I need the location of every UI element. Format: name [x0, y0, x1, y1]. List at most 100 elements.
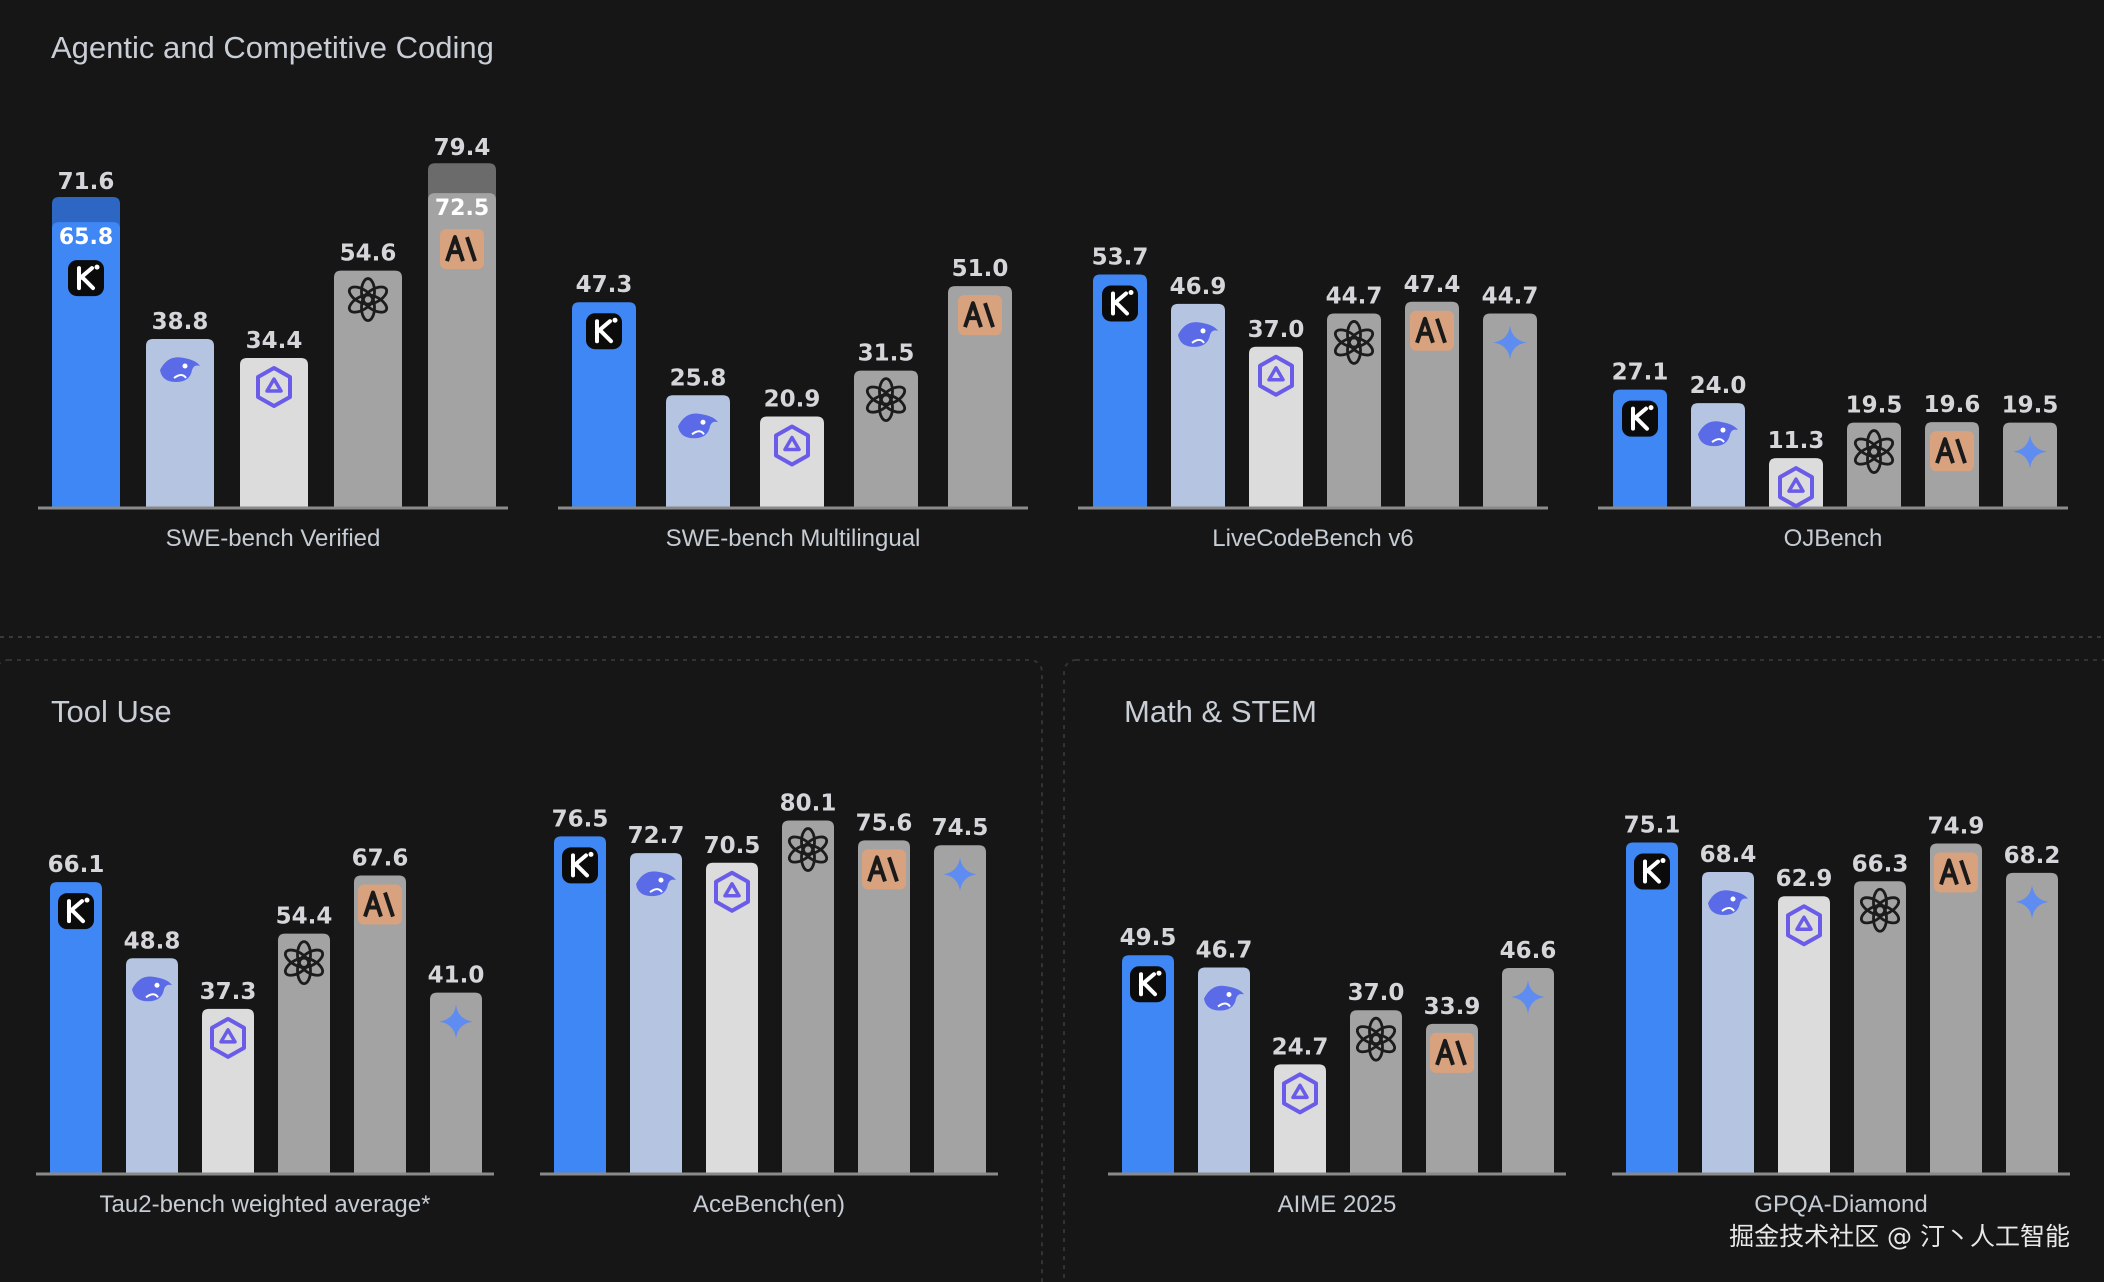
qwen-icon — [774, 424, 810, 467]
kimi-dot — [94, 264, 100, 270]
kimi-icon — [586, 313, 622, 350]
openai-icon — [865, 377, 907, 423]
deepseek-eye — [658, 877, 664, 883]
bar-anthropic — [354, 875, 406, 1173]
anthropic-glyph — [963, 301, 995, 328]
value-label: 24.0 — [1690, 373, 1747, 399]
value-label: 66.1 — [48, 852, 105, 878]
bar-anthropic — [1405, 301, 1459, 507]
kimi-glyph — [77, 266, 95, 291]
qwen-triangle — [1795, 915, 1813, 931]
bar-qwen — [1274, 1064, 1326, 1173]
qwen-triangle — [1267, 366, 1285, 382]
value-label: 68.4 — [1700, 842, 1757, 868]
value-label: 48.8 — [124, 928, 181, 954]
bar-openai — [1847, 422, 1901, 507]
x-axis-label: AceBench(en) — [693, 1191, 845, 1218]
anthropic-glyph — [363, 890, 395, 918]
deepseek-icon — [132, 976, 172, 1002]
anthropic-icon — [958, 295, 1002, 336]
deepseek-eye — [1200, 328, 1206, 334]
bar-deepseek — [126, 958, 178, 1173]
qwen-hexagon — [774, 424, 810, 467]
value-label: 47.4 — [1404, 272, 1461, 298]
deepseek-whale — [636, 871, 676, 897]
gemini-icon — [2013, 434, 2047, 469]
bar-gemini — [2006, 872, 2058, 1173]
gemini-icon — [1511, 979, 1545, 1014]
qwen-icon — [1282, 1072, 1318, 1115]
kimi-dot — [1156, 970, 1162, 976]
value-label: 75.6 — [856, 810, 913, 836]
qwen-icon — [1258, 354, 1294, 397]
bar-kimi — [1122, 955, 1174, 1173]
gemini-star — [1511, 979, 1545, 1014]
x-axis-label: AIME 2025 — [1278, 1191, 1397, 1218]
deepseek-fin — [1711, 438, 1725, 443]
chart-8: 75.1 68.4 62.9 66.3 74.9 68.2 GPQA-Diamond — [1612, 813, 2070, 1218]
deepseek-fin — [691, 430, 705, 436]
gemini-star — [2015, 884, 2049, 919]
openai-icon — [1859, 887, 1901, 933]
deepseek-fin — [1217, 1002, 1231, 1008]
openai-petal — [1333, 328, 1361, 349]
anthropic-glyph — [867, 855, 899, 882]
anthropic-icon — [1930, 431, 1974, 472]
kimi-dot — [1648, 405, 1654, 411]
bar-gemini — [1483, 313, 1537, 507]
qwen-icon — [714, 870, 750, 913]
anthropic-icon — [358, 884, 402, 925]
deepseek-icon — [636, 871, 676, 897]
chart-6: 76.5 72.7 70.5 80.1 75.6 74.5 AceBench(en) — [540, 791, 998, 1218]
value-label: 46.7 — [1196, 938, 1253, 964]
openai-icon — [787, 827, 829, 872]
value-label: 72.7 — [628, 823, 685, 849]
section-title-coding: Agentic and Competitive Coding — [51, 30, 494, 65]
value-label: 37.3 — [200, 979, 257, 1005]
bar-anthropic — [858, 840, 910, 1173]
value-label: 75.1 — [1624, 813, 1681, 839]
openai-icon — [283, 940, 325, 986]
qwen-hexagon — [1282, 1072, 1318, 1115]
openai-petal — [1859, 896, 1887, 917]
deepseek-whale — [1698, 421, 1738, 447]
deepseek-fin — [173, 374, 187, 379]
kimi-glyph — [1643, 859, 1661, 884]
bar-kimi — [52, 222, 120, 507]
bar-openai — [1327, 313, 1381, 507]
kimi-dot — [588, 851, 594, 857]
chart-3: 53.7 46.9 37.0 44.7 47.4 44.7 LiveCodeBench v6 — [1078, 244, 1548, 552]
anthropic-icon — [440, 229, 484, 270]
openai-petal — [347, 285, 375, 306]
value-label: 33.9 — [1424, 994, 1481, 1020]
kimi-dot — [612, 317, 618, 323]
value-label: 44.7 — [1326, 283, 1383, 309]
value-label: 62.9 — [1776, 866, 1833, 892]
value-label: 20.9 — [764, 387, 821, 413]
math-stem-panel — [1063, 659, 2104, 1282]
deepseek-eye — [154, 982, 160, 988]
gemini-star — [943, 857, 977, 892]
bar-deepseek — [1702, 872, 1754, 1173]
watermark: 掘金技术社区 @ 汀丶人工智能 — [1729, 1222, 2070, 1251]
openai-petal — [1853, 437, 1881, 458]
openai-icon — [1853, 429, 1895, 474]
kimi-icon — [1634, 853, 1670, 890]
deepseek-icon — [678, 413, 718, 439]
value-label: 38.8 — [152, 309, 209, 335]
value-label: 54.6 — [340, 241, 397, 267]
kimi-icon — [1622, 400, 1658, 437]
value-label: 49.5 — [1120, 925, 1177, 951]
kimi-icon — [562, 847, 598, 884]
deepseek-fin — [1721, 907, 1735, 912]
deepseek-whale — [1708, 890, 1748, 916]
value-label-extra: 71.6 — [58, 169, 115, 195]
charts-group: 71.6 65.8 38.8 34.4 54.6 79.4 72.5 SWE-bench Ve… — [36, 135, 2070, 1218]
kimi-glyph — [1111, 291, 1129, 316]
openai-icon — [1333, 320, 1375, 365]
bar-anthropic — [428, 193, 496, 507]
qwen-hexagon — [1786, 904, 1822, 947]
bar-deepseek — [1691, 403, 1745, 507]
deepseek-whale — [1204, 985, 1244, 1011]
